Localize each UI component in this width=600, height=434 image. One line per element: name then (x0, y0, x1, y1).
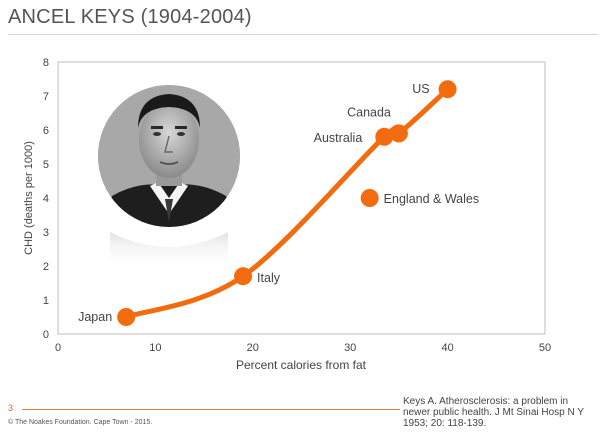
slide-title: ANCEL KEYS (1904-2004) (8, 6, 252, 28)
y-tick-label: 4 (43, 193, 49, 205)
y-tick-label: 7 (43, 91, 49, 103)
citation: Keys A. Atherosclerosis: a problem in ne… (403, 396, 584, 429)
data-points (117, 80, 457, 326)
data-point-label: Canada (347, 105, 391, 119)
y-tick-label: 5 (43, 159, 49, 171)
data-point (375, 127, 394, 146)
x-tick-label: 30 (344, 342, 356, 354)
y-tick-label: 3 (43, 227, 49, 239)
y-tick-label: 1 (43, 295, 49, 307)
data-point (438, 80, 457, 99)
x-tick-label: 40 (441, 342, 453, 354)
footer-divider (22, 409, 400, 410)
y-tick-label: 6 (43, 125, 49, 137)
y-axis-label: CHD (deaths per 1000) (23, 141, 35, 255)
title-divider (8, 34, 598, 35)
chd-fat-chart: 0 10 20 30 40 50 0 1 2 3 4 5 6 7 8 Percent calories f… (23, 57, 551, 372)
portrait-photo-icon (98, 85, 240, 271)
data-point (389, 124, 408, 143)
x-tick-label: 50 (539, 342, 551, 354)
data-point-label: Italy (257, 271, 281, 285)
y-tick-label: 0 (43, 329, 49, 341)
data-point-label: Japan (78, 310, 112, 324)
slide-number: 3 (8, 403, 14, 413)
x-tick-label: 0 (55, 342, 61, 354)
data-point-label: England & Wales (384, 192, 479, 206)
data-point-labels: Japan Italy England & Wales Australia Canada… (78, 82, 479, 324)
x-tick-label: 10 (149, 342, 161, 354)
x-tick-label: 20 (247, 342, 259, 354)
data-point-label: US (412, 82, 429, 96)
y-tick-labels: 0 1 2 3 4 5 6 7 8 (43, 57, 49, 341)
plot-area (57, 61, 546, 335)
data-point (234, 267, 253, 286)
x-tick-labels: 0 10 20 30 40 50 (55, 342, 551, 354)
data-point-label: Australia (314, 131, 363, 145)
y-tick-label: 8 (43, 57, 49, 69)
footer-copyright: © The Noakes Foundation. Cape Town - 201… (8, 419, 153, 426)
x-axis-label: Percent calories from fat (236, 358, 367, 372)
data-point (117, 308, 136, 326)
data-point (360, 189, 379, 207)
y-tick-label: 2 (43, 261, 49, 273)
